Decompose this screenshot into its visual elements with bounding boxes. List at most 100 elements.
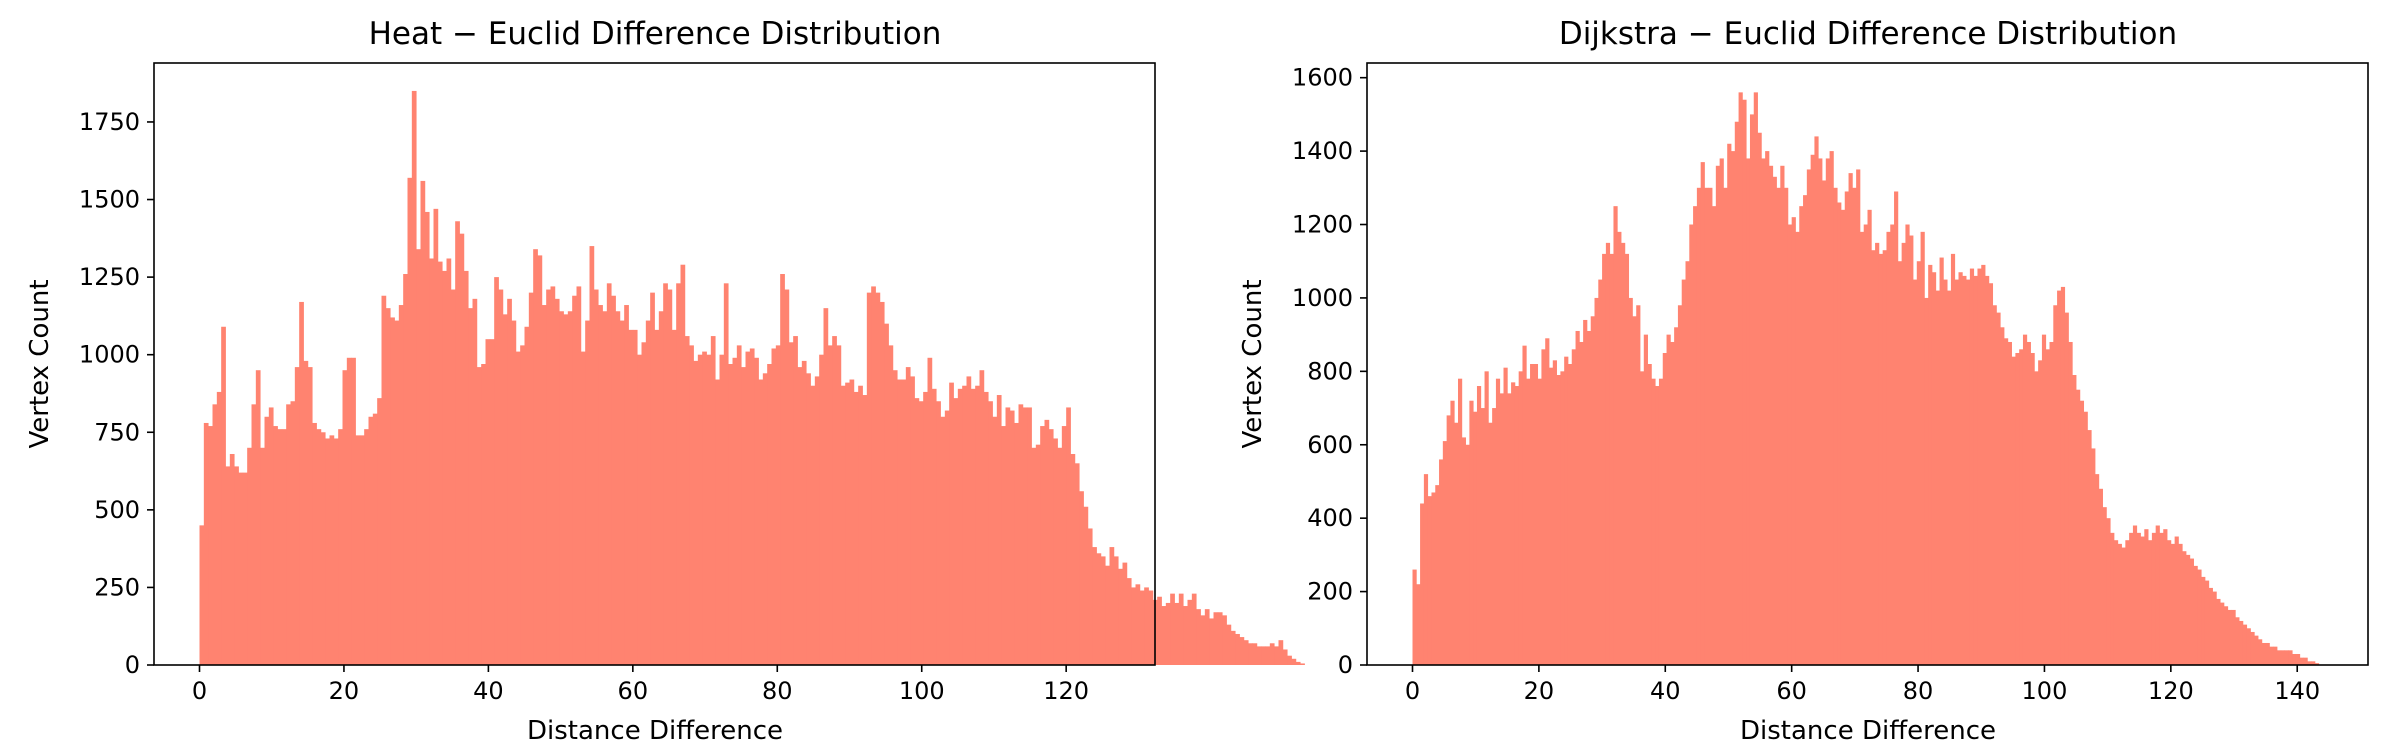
- dijkstra-histogram-bar: [1742, 99, 1747, 665]
- heat-histogram-bar: [619, 320, 625, 665]
- dijkstra-histogram-bar: [2250, 631, 2255, 665]
- dijkstra-histogram-bar: [1423, 474, 1429, 665]
- heat-histogram-bar: [459, 233, 465, 666]
- heat-histogram-bar: [819, 354, 824, 665]
- dijkstra-histogram-bar: [2292, 653, 2297, 665]
- dijkstra-histogram-bar: [2015, 352, 2020, 665]
- dijkstra-histogram-bar: [1674, 327, 1679, 665]
- heat-histogram-bar: [450, 289, 456, 665]
- dijkstra-y-tick-label: 1000: [1292, 284, 1353, 312]
- heat-histogram-bar: [754, 357, 759, 665]
- dijkstra-histogram-bar: [2193, 565, 2198, 665]
- dijkstra-histogram-bar: [1962, 275, 1967, 665]
- dijkstra-histogram-bar: [1803, 195, 1808, 665]
- dijkstra-y-axis: 0 200 400 600 800 1000 1200 1400 1600: [1292, 64, 1367, 679]
- heat-histogram-bar: [1256, 646, 1262, 665]
- heat-histogram-bar: [1248, 643, 1253, 665]
- dijkstra-histogram-bar: [1780, 165, 1785, 665]
- dijkstra-histogram-bar: [2151, 532, 2157, 665]
- heat-histogram-bar: [203, 422, 209, 665]
- dijkstra-histogram-bar: [2189, 558, 2194, 665]
- dijkstra-histogram-bar: [1913, 279, 1918, 665]
- dijkstra-histogram-bar: [2307, 661, 2312, 665]
- heat-x-tick-label: 100: [899, 677, 945, 705]
- heat-histogram-bar: [1035, 444, 1041, 665]
- dijkstra-histogram-bar: [1882, 250, 1887, 665]
- heat-histogram-bar: [879, 301, 885, 665]
- dijkstra-histogram-bar: [1734, 121, 1739, 666]
- heat-histogram-bar: [1209, 618, 1214, 665]
- heat-histogram-bar: [381, 295, 387, 665]
- heat-y-tick-label: 1000: [79, 341, 140, 369]
- heat-histogram-bar: [1230, 630, 1236, 665]
- heat-histogram-bar: [615, 311, 621, 665]
- heat-histogram-bar: [481, 364, 486, 665]
- heat-histogram-bar: [502, 314, 508, 665]
- heat-histogram-bar: [290, 401, 296, 665]
- heat-histogram-bar: [299, 301, 304, 665]
- dijkstra-y-tick-label: 1200: [1292, 211, 1353, 239]
- dijkstra-histogram-bar: [1958, 272, 1963, 665]
- dijkstra-histogram-bar: [1412, 569, 1417, 665]
- dijkstra-histogram-bar: [2284, 650, 2289, 665]
- dijkstra-histogram-bar: [1602, 253, 1607, 665]
- dijkstra-histogram-bar: [1556, 375, 1561, 665]
- heat-histogram-bar: [1217, 612, 1223, 665]
- heat-histogram-bar: [312, 422, 317, 665]
- dijkstra-histogram-bar: [1507, 393, 1512, 665]
- dijkstra-histogram-bar: [1749, 114, 1755, 665]
- dijkstra-histogram-bar: [2072, 375, 2077, 665]
- dijkstra-histogram-bar: [1772, 176, 1777, 666]
- dijkstra-histogram-bar: [1950, 253, 1956, 665]
- dijkstra-histogram-bar: [2113, 540, 2119, 665]
- dijkstra-histogram-bar: [1643, 334, 1648, 665]
- dijkstra-histogram-bar: [1806, 169, 1812, 665]
- heat-histogram-bar: [437, 261, 443, 665]
- dijkstra-histogram-bar: [2007, 341, 2012, 665]
- dijkstra-histogram-bar: [1662, 352, 1667, 665]
- dijkstra-histogram-bar: [2053, 305, 2058, 665]
- dijkstra-histogram-bar: [1617, 231, 1622, 665]
- heat-histogram-bar: [1066, 407, 1071, 665]
- heat-histogram-bar: [1122, 562, 1128, 665]
- heat-histogram-bar: [377, 398, 382, 665]
- dijkstra-histogram-bar: [1450, 400, 1455, 665]
- dijkstra-histogram-bar: [2261, 642, 2267, 665]
- heat-histogram-bar: [884, 323, 889, 665]
- dijkstra-histogram-bar: [1776, 187, 1781, 666]
- dijkstra-histogram-bar: [1985, 275, 1990, 665]
- dijkstra-histogram-bar: [2242, 624, 2248, 665]
- dijkstra-histogram-bar: [2129, 532, 2134, 665]
- dijkstra-histogram-bar: [2140, 536, 2145, 665]
- dijkstra-histogram-bar: [1988, 283, 1994, 665]
- dijkstra-histogram-bar: [2125, 540, 2130, 665]
- heat-histogram-bar: [320, 432, 326, 665]
- heat-histogram-bar: [728, 364, 733, 665]
- dijkstra-histogram-bar: [1738, 92, 1743, 666]
- heat-histogram-bar: [1118, 568, 1123, 665]
- heat-histogram-bar: [940, 416, 946, 665]
- heat-histogram-bar: [199, 525, 205, 665]
- heat-histogram-bar: [784, 289, 790, 665]
- dijkstra-histogram-bar: [1878, 253, 1884, 665]
- heat-histogram-bar: [979, 370, 985, 665]
- dijkstra-histogram-bar: [1727, 143, 1732, 665]
- heat-histogram-bar: [528, 292, 534, 665]
- dijkstra-histogram-bar: [1924, 297, 1929, 665]
- heat-histogram-bar: [775, 345, 781, 665]
- dijkstra-histogram-bar: [2144, 529, 2149, 665]
- dijkstra-histogram-bar: [1492, 408, 1497, 665]
- dijkstra-histogram-bar: [2110, 532, 2115, 665]
- dijkstra-histogram-bar: [2136, 532, 2141, 665]
- heat-histogram-bar: [715, 379, 720, 665]
- heat-histogram-bar: [273, 426, 278, 665]
- dijkstra-histogram-bar: [1935, 290, 1940, 665]
- heat-histogram-bar: [1165, 602, 1171, 665]
- heat-histogram-bar: [949, 382, 954, 665]
- heat-histogram-bar: [351, 357, 356, 665]
- dijkstra-histogram-bar: [2178, 543, 2183, 665]
- heat-histogram-bar: [888, 345, 894, 665]
- dijkstra-histogram-bar: [1670, 341, 1675, 665]
- heat-histogram-bar: [1204, 609, 1210, 665]
- heat-x-axis: 0 20 40 60 80 100 120: [192, 665, 1089, 705]
